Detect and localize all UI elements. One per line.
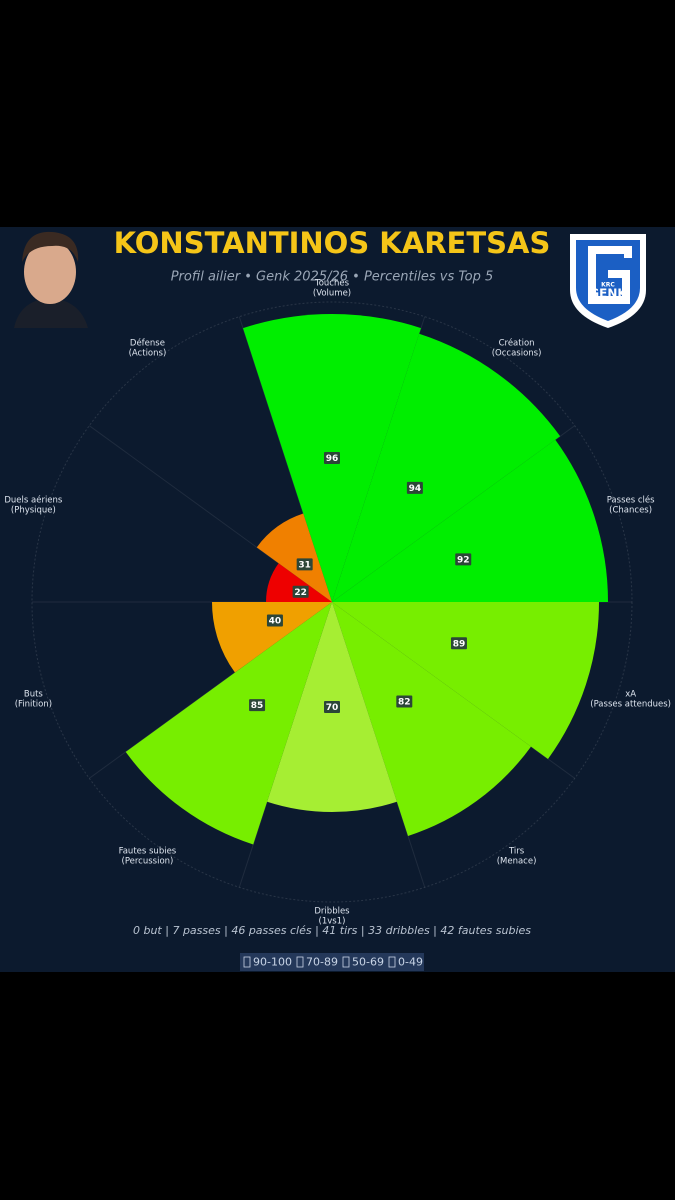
value-label-bg — [249, 699, 266, 712]
legend: 90-100 70-89 50-69 0-49 — [243, 956, 423, 969]
value-label-bg — [455, 553, 472, 566]
category-label: Dribbles — [314, 907, 350, 917]
wedge — [332, 439, 608, 602]
category-note: (Menace) — [497, 857, 537, 867]
value-label: 85 — [251, 701, 264, 711]
value-label: 22 — [294, 588, 307, 598]
value-label: 70 — [326, 703, 339, 713]
category-note: (Finition) — [15, 700, 52, 710]
value-label-bg — [296, 558, 313, 571]
category-note: (Volume) — [313, 289, 351, 299]
value-label: 89 — [453, 639, 466, 649]
value-label-bg — [266, 614, 283, 627]
value-label: 94 — [409, 484, 422, 494]
photo-face — [24, 240, 76, 304]
photo-hair — [22, 231, 79, 262]
value-label-bg — [324, 452, 340, 464]
legend-label: 50-69 — [352, 956, 384, 969]
legend-label: 90-100 — [253, 956, 292, 969]
category-label: Tirs — [508, 847, 525, 857]
value-label: 82 — [398, 698, 411, 708]
legend-label: 70-89 — [306, 956, 338, 969]
legend-label: 0-49 — [398, 956, 423, 969]
value-label-bg — [396, 695, 413, 708]
logo-small: KRC — [601, 282, 615, 289]
category-note: (Chances) — [609, 505, 652, 515]
category-label: Buts — [24, 690, 44, 700]
wedge — [266, 563, 332, 602]
category-note: (Physique) — [11, 505, 56, 515]
category-label: Duels aériens — [4, 494, 63, 505]
wedge — [332, 602, 532, 836]
wedge — [212, 602, 332, 673]
chart-subtitle: Profil ailier • Genk 2025/26 • Percentil… — [171, 270, 494, 285]
category-note: (1vs1) — [319, 917, 346, 927]
photo-shirt — [14, 298, 88, 328]
grid-circle — [31, 301, 633, 903]
category-label: Touches — [314, 279, 350, 289]
legend-swatch — [342, 956, 350, 968]
wedge — [332, 333, 561, 602]
value-label-bg — [324, 701, 340, 713]
category-note: (Occasions) — [492, 348, 542, 358]
value-label-bg — [292, 585, 309, 598]
wedge — [256, 513, 332, 602]
wedge — [332, 602, 599, 759]
value-label: 40 — [269, 617, 282, 627]
category-label: Défense — [130, 337, 165, 348]
value-label: 31 — [298, 560, 311, 570]
value-label-bg — [450, 637, 467, 650]
legend-swatch — [243, 956, 251, 968]
chart-title: KONSTANTINOS KARETSAS — [114, 226, 551, 260]
category-note: (Actions) — [129, 348, 167, 358]
category-label: Fautes subies — [119, 847, 177, 857]
wedge — [125, 602, 332, 845]
stats-summary: 0 but | 7 passes | 46 passes clés | 41 t… — [133, 924, 531, 937]
legend-box — [240, 953, 424, 971]
legend-swatch — [296, 956, 304, 968]
player-photo — [14, 228, 88, 328]
category-label: xA — [625, 690, 636, 700]
logo-name: GENK — [589, 287, 627, 301]
category-note: (Passes attendues) — [590, 700, 671, 710]
legend-swatch — [388, 956, 396, 968]
value-label-bg — [406, 481, 423, 494]
value-label: 92 — [457, 555, 470, 565]
value-label: 96 — [326, 454, 339, 464]
category-note: (Percussion) — [122, 857, 174, 867]
club-logo: KRC GENK — [570, 234, 646, 328]
category-label: Passes clés — [607, 494, 655, 505]
polar-plot: 96 94 92 89 82 70 85 40 22 31 Touches(Volume) Créat… — [4, 279, 671, 927]
logo-g — [588, 246, 632, 304]
category-label: Création — [499, 337, 535, 348]
